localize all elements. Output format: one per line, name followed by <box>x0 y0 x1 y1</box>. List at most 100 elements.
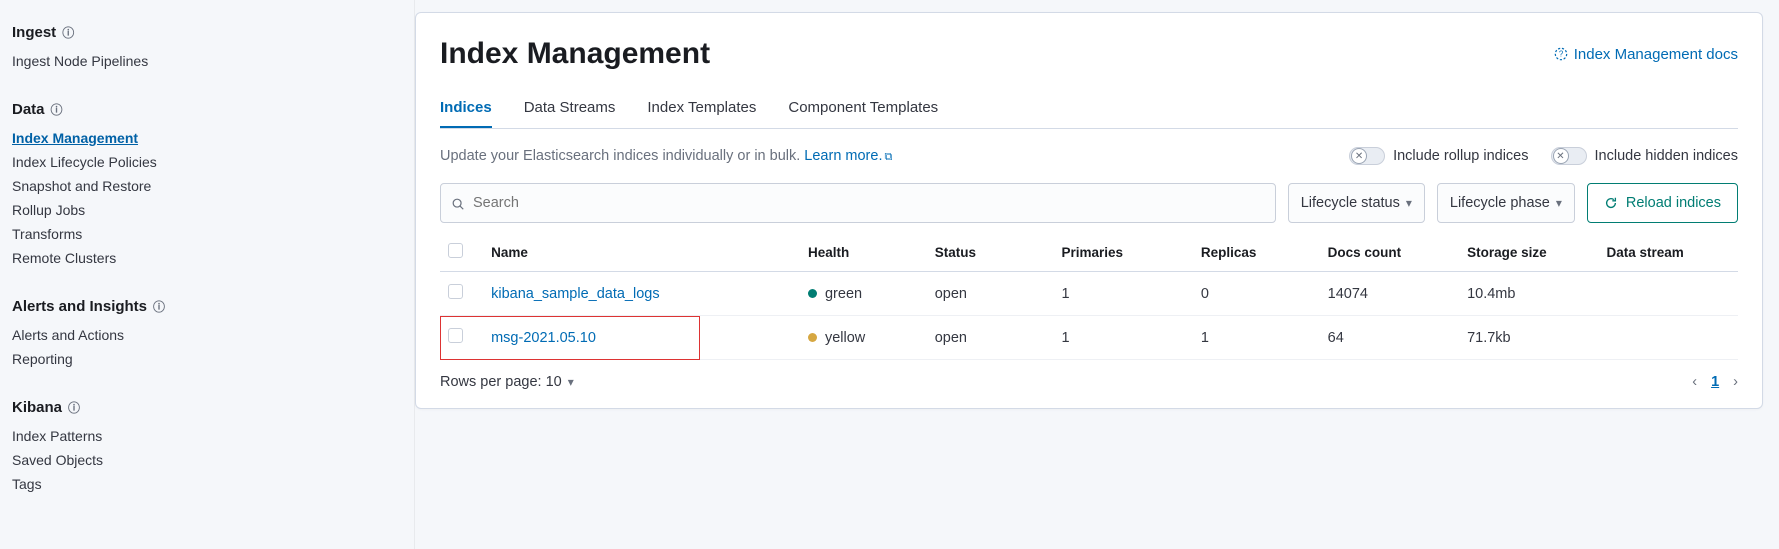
table-footer: Rows per page: 10 ▾ ‹ 1 › <box>440 374 1738 390</box>
docs-cell: 64 <box>1320 316 1459 360</box>
select-all-checkbox[interactable] <box>448 243 463 258</box>
sidebar-item-index-patterns[interactable]: Index Patterns <box>12 424 414 448</box>
sidebar-item-saved-objects[interactable]: Saved Objects <box>12 448 414 472</box>
sidebar-section-label: Ingest <box>12 24 56 41</box>
chevron-down-icon: ▾ <box>1556 196 1562 210</box>
help-icon[interactable]: ⓘ <box>153 298 165 315</box>
health-cell: green <box>800 272 927 316</box>
column-header[interactable]: Data stream <box>1599 233 1739 272</box>
switch-hidden[interactable]: ✕ <box>1551 147 1587 165</box>
search-box[interactable] <box>440 183 1276 223</box>
help-icon[interactable]: ⓘ <box>51 101 63 118</box>
column-header[interactable]: Name <box>483 233 800 272</box>
help-icon[interactable]: ⓘ <box>68 399 80 416</box>
tab-component-templates[interactable]: Component Templates <box>788 89 938 128</box>
primaries-cell: 1 <box>1053 316 1192 360</box>
table-body: kibana_sample_data_logsgreenopen10140741… <box>440 272 1738 360</box>
stream-cell <box>1599 316 1739 360</box>
health-dot-icon <box>808 333 817 342</box>
row-checkbox[interactable] <box>448 284 463 299</box>
pagination: ‹ 1 › <box>1692 374 1738 390</box>
sidebar-item-index-management[interactable]: Index Management <box>12 126 414 150</box>
sidebar-item-remote-clusters[interactable]: Remote Clusters <box>12 246 414 270</box>
description-body: Update your Elasticsearch indices indivi… <box>440 148 804 164</box>
toggle-rollup[interactable]: ✕ Include rollup indices <box>1349 147 1528 165</box>
toggle-group: ✕ Include rollup indices ✕ Include hidde… <box>1349 147 1738 165</box>
health-dot-icon <box>808 289 817 298</box>
status-cell: open <box>927 316 1054 360</box>
prev-page-button[interactable]: ‹ <box>1692 374 1697 390</box>
sidebar: Ingest ⓘ Ingest Node Pipelines Data ⓘ Index… <box>0 0 415 549</box>
sidebar-item-ingest-node-pipelines[interactable]: Ingest Node Pipelines <box>12 49 414 73</box>
sidebar-item-snapshot-and-restore[interactable]: Snapshot and Restore <box>12 174 414 198</box>
main-content: Index Management ? Index Management docs… <box>415 0 1779 549</box>
rows-per-page-select[interactable]: Rows per page: 10 ▾ <box>440 374 574 390</box>
search-icon <box>451 195 465 211</box>
sidebar-item-alerts-and-actions[interactable]: Alerts and Actions <box>12 323 414 347</box>
sidebar-item-rollup-jobs[interactable]: Rollup Jobs <box>12 198 414 222</box>
lifecycle-status-select[interactable]: Lifecycle status ▾ <box>1288 183 1425 223</box>
column-header[interactable]: Health <box>800 233 927 272</box>
stream-cell <box>1599 272 1739 316</box>
sidebar-item-index-lifecycle-policies[interactable]: Index Lifecycle Policies <box>12 150 414 174</box>
chevron-down-icon: ▾ <box>568 375 574 389</box>
sidebar-section-label: Alerts and Insights <box>12 298 147 315</box>
description-text: Update your Elasticsearch indices indivi… <box>440 148 892 164</box>
sidebar-section-title: Ingest ⓘ <box>12 24 414 41</box>
switch-knob-icon: ✕ <box>1553 148 1569 164</box>
card-header: Index Management ? Index Management docs <box>440 37 1738 71</box>
sidebar-section-label: Kibana <box>12 399 62 416</box>
index-name-link[interactable]: kibana_sample_data_logs <box>491 286 660 302</box>
learn-more-link[interactable]: Learn more.⧉ <box>804 148 892 164</box>
column-header[interactable]: Primaries <box>1053 233 1192 272</box>
description-row: Update your Elasticsearch indices indivi… <box>440 147 1738 165</box>
docs-cell: 14074 <box>1320 272 1459 316</box>
toggle-hidden[interactable]: ✕ Include hidden indices <box>1551 147 1739 165</box>
tab-data-streams[interactable]: Data Streams <box>524 89 616 128</box>
next-page-button[interactable]: › <box>1733 374 1738 390</box>
sidebar-section-label: Data <box>12 101 45 118</box>
table-head: NameHealthStatusPrimariesReplicasDocs co… <box>440 233 1738 272</box>
column-header[interactable]: Status <box>927 233 1054 272</box>
health-cell: yellow <box>800 316 927 360</box>
tabs: Indices Data Streams Index Templates Compon… <box>440 89 1738 129</box>
search-input[interactable] <box>473 195 1265 211</box>
replicas-cell: 1 <box>1193 316 1320 360</box>
primaries-cell: 1 <box>1053 272 1192 316</box>
sidebar-section-title: Data ⓘ <box>12 101 414 118</box>
refresh-icon <box>1604 196 1618 210</box>
sidebar-section-title: Alerts and Insights ⓘ <box>12 298 414 315</box>
table-wrapper: NameHealthStatusPrimariesReplicasDocs co… <box>440 233 1738 360</box>
svg-text:?: ? <box>1559 50 1564 59</box>
external-link-icon: ⧉ <box>884 151 892 163</box>
index-name-link[interactable]: msg-2021.05.10 <box>491 330 596 346</box>
storage-cell: 10.4mb <box>1459 272 1598 316</box>
tab-index-templates[interactable]: Index Templates <box>647 89 756 128</box>
toggle-rollup-label: Include rollup indices <box>1393 148 1528 164</box>
indices-table: NameHealthStatusPrimariesReplicasDocs co… <box>440 233 1738 360</box>
docs-link[interactable]: ? Index Management docs <box>1554 46 1738 63</box>
page-title: Index Management <box>440 37 710 71</box>
column-header[interactable]: Replicas <box>1193 233 1320 272</box>
sidebar-item-tags[interactable]: Tags <box>12 472 414 496</box>
help-icon[interactable]: ⓘ <box>62 24 74 41</box>
switch-rollup[interactable]: ✕ <box>1349 147 1385 165</box>
rows-per-page-label: Rows per page: 10 <box>440 374 562 390</box>
storage-cell: 71.7kb <box>1459 316 1598 360</box>
sidebar-item-transforms[interactable]: Transforms <box>12 222 414 246</box>
tab-indices[interactable]: Indices <box>440 89 492 128</box>
reload-indices-button[interactable]: Reload indices <box>1587 183 1738 223</box>
replicas-cell: 0 <box>1193 272 1320 316</box>
column-header[interactable]: Storage size <box>1459 233 1598 272</box>
row-checkbox[interactable] <box>448 328 463 343</box>
index-management-card: Index Management ? Index Management docs… <box>415 12 1763 409</box>
sidebar-item-reporting[interactable]: Reporting <box>12 347 414 371</box>
controls-row: Lifecycle status ▾ Lifecycle phase ▾ Rel… <box>440 183 1738 223</box>
lifecycle-phase-select[interactable]: Lifecycle phase ▾ <box>1437 183 1575 223</box>
page-number[interactable]: 1 <box>1711 374 1719 390</box>
table-row: kibana_sample_data_logsgreenopen10140741… <box>440 272 1738 316</box>
column-header[interactable]: Docs count <box>1320 233 1459 272</box>
switch-knob-icon: ✕ <box>1351 148 1367 164</box>
help-icon: ? <box>1554 47 1568 61</box>
table-row: msg-2021.05.10yellowopen116471.7kb <box>440 316 1738 360</box>
